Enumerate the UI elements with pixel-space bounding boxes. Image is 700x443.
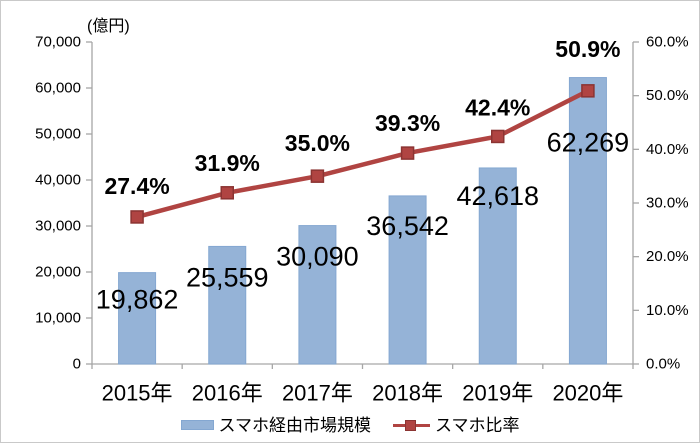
line-marker-2015年 xyxy=(130,210,144,224)
x-axis-category-label: 2015年 xyxy=(102,381,173,406)
bar-2016年 xyxy=(208,245,247,365)
line-series-swatch-icon xyxy=(393,419,430,432)
legend-item-smartphone-ratio: スマホ比率 xyxy=(393,417,520,434)
x-axis-category-label: 2017年 xyxy=(282,381,353,406)
bar-value-label: 30,090 xyxy=(276,242,359,272)
legend-label-market-size: スマホ経由市場規模 xyxy=(218,415,372,435)
x-axis-category-label: 2016年 xyxy=(192,381,263,406)
right-axis-tick-label: 50.0% xyxy=(646,87,689,104)
right-axis-tick-label: 30.0% xyxy=(646,195,689,212)
bar-value-label: 62,269 xyxy=(547,128,630,158)
line-marker-2020年 xyxy=(581,84,595,98)
bar-value-label: 36,542 xyxy=(366,211,449,241)
left-axis-tick-label: 70,000 xyxy=(35,34,81,51)
legend-item-market-size: スマホ経由市場規模 xyxy=(180,415,372,435)
left-axis-tick-label: 60,000 xyxy=(35,80,81,97)
bar-value-label: 19,862 xyxy=(96,285,179,315)
bar-2017年 xyxy=(298,225,337,365)
x-axis-category-label: 2019年 xyxy=(462,381,533,406)
x-axis-category-label: 2020年 xyxy=(552,381,623,406)
line-marker-2018年 xyxy=(400,146,415,160)
right-axis-tick-label: 0.0% xyxy=(646,356,680,373)
left-axis-tick-label: 50,000 xyxy=(35,126,81,143)
left-axis-tick-label: 40,000 xyxy=(35,172,81,189)
x-axis-category-label: 2018年 xyxy=(372,381,443,406)
plot-area: 0 10,000 20,000 30,000 40,000 50,000 60,000 70,… xyxy=(35,34,689,406)
ratio-line xyxy=(136,88,589,220)
left-axis-tick-label: 20,000 xyxy=(35,264,81,281)
legend: スマホ経由市場規模 スマホ比率 xyxy=(1,412,699,438)
percent-value-label: 42.4% xyxy=(465,94,530,120)
line-marker-2019年 xyxy=(491,129,505,144)
bar-value-label: 42,618 xyxy=(456,181,539,211)
percent-value-label: 31.9% xyxy=(195,150,260,176)
left-axis-tick-label: 30,000 xyxy=(35,218,81,235)
right-axis-tick-label: 40.0% xyxy=(646,141,689,158)
percent-value-label: 27.4% xyxy=(104,173,169,199)
bar-2018年 xyxy=(388,195,427,365)
percent-value-label: 35.0% xyxy=(285,130,350,156)
line-marker-2017年 xyxy=(310,169,325,183)
percent-value-label: 50.9% xyxy=(555,36,620,62)
percent-value-label: 39.3% xyxy=(375,110,440,136)
right-axis-tick-label: 20.0% xyxy=(646,248,689,265)
bar-2015年 xyxy=(118,272,157,365)
bar-2020年 xyxy=(568,77,607,365)
bar-2019年 xyxy=(478,167,517,365)
right-axis-tick-label: 60.0% xyxy=(646,34,689,51)
legend-line-marker xyxy=(405,419,416,431)
bar-series-swatch-icon xyxy=(180,420,214,430)
left-axis-unit-label: (億円) xyxy=(87,18,130,35)
right-axis-tick-label: 10.0% xyxy=(646,302,689,319)
left-axis-tick-label: 0 xyxy=(73,356,81,373)
legend-label-smartphone-ratio: スマホ比率 xyxy=(435,415,520,435)
line-marker-2016年 xyxy=(220,186,234,200)
bar-value-label: 25,559 xyxy=(186,262,269,292)
left-axis-tick-label: 10,000 xyxy=(35,310,81,327)
